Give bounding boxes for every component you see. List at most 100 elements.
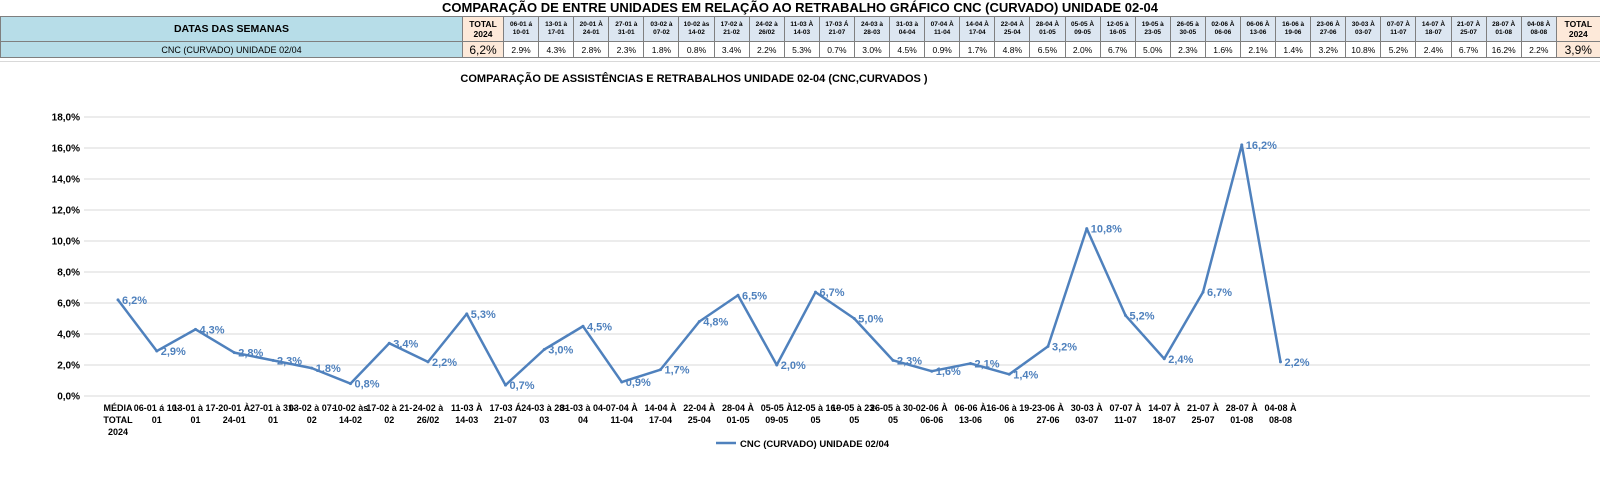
week-end: 25-04 bbox=[1004, 29, 1021, 36]
data-point bbox=[698, 320, 701, 323]
week-value-cell[interactable]: 10.8% bbox=[1346, 42, 1381, 58]
week-end: 03-07 bbox=[1355, 29, 1372, 36]
week-value-cell[interactable]: 1.8% bbox=[644, 42, 679, 58]
week-value-cell[interactable]: 4.5% bbox=[890, 42, 925, 58]
x-tick-label: 06 bbox=[1004, 415, 1014, 425]
row-label-cell[interactable]: CNC (CURVADO) UNIDADE 02/04 bbox=[1, 42, 463, 58]
week-end: 25-07 bbox=[1460, 29, 1477, 36]
data-point bbox=[233, 351, 236, 354]
week-value-cell[interactable]: 5.0% bbox=[1135, 42, 1170, 58]
week-value-cell[interactable]: 2.2% bbox=[1521, 42, 1556, 58]
y-tick-label: 4,0% bbox=[57, 330, 80, 341]
week-value-cell[interactable]: 2.1% bbox=[1240, 42, 1275, 58]
week-value-cell[interactable]: 2.2% bbox=[749, 42, 784, 58]
header-label-cell[interactable]: DATAS DAS SEMANAS bbox=[1, 17, 463, 42]
week-value-cell[interactable]: 3.4% bbox=[714, 42, 749, 58]
data-point bbox=[969, 362, 972, 365]
x-tick-label: 02 bbox=[384, 415, 394, 425]
week-start: 20-01 À bbox=[580, 21, 603, 28]
data-point bbox=[543, 348, 546, 351]
week-value-cell[interactable]: 4.3% bbox=[539, 42, 574, 58]
week-value-cell[interactable]: 2.8% bbox=[574, 42, 609, 58]
data-label: 4,8% bbox=[703, 317, 728, 329]
x-tick-label: 01-05 bbox=[726, 415, 749, 425]
week-start: 06-06 À bbox=[1246, 21, 1269, 28]
data-label: 6,5% bbox=[742, 290, 767, 302]
week-value-cell[interactable]: 2.3% bbox=[609, 42, 644, 58]
data-label: 1,6% bbox=[936, 366, 961, 378]
total-last-value-cell[interactable]: 3,9% bbox=[1556, 42, 1600, 58]
week-value-cell[interactable]: 6.7% bbox=[1100, 42, 1135, 58]
week-end: 14-02 bbox=[688, 29, 705, 36]
week-value-cell[interactable]: 3.0% bbox=[854, 42, 889, 58]
week-value-cell[interactable]: 0.9% bbox=[925, 42, 960, 58]
week-value-cell[interactable]: 5.2% bbox=[1381, 42, 1416, 58]
week-value-cell[interactable]: 1.7% bbox=[960, 42, 995, 58]
data-point bbox=[1124, 314, 1127, 317]
week-value-cell[interactable]: 0.7% bbox=[819, 42, 854, 58]
data-label: 16,2% bbox=[1246, 140, 1277, 152]
data-point bbox=[427, 360, 430, 363]
x-tick-label: 11-03 À bbox=[451, 403, 483, 413]
week-start: 26-05 à bbox=[1177, 21, 1199, 28]
x-tick-label: 09-05 bbox=[765, 415, 788, 425]
week-value-cell[interactable]: 6.7% bbox=[1451, 42, 1486, 58]
data-label: 2,0% bbox=[781, 360, 806, 372]
week-value-cell[interactable]: 16.2% bbox=[1486, 42, 1521, 58]
x-tick-label: 14-07 À bbox=[1148, 403, 1181, 413]
data-label: 0,7% bbox=[510, 380, 535, 392]
week-end: 28-03 bbox=[864, 29, 881, 36]
week-start: 14-04 À bbox=[966, 21, 989, 28]
week-value-cell[interactable]: 2.9% bbox=[504, 42, 539, 58]
data-point bbox=[349, 382, 352, 385]
x-tick-label: 06-06 À bbox=[954, 403, 987, 413]
week-start: 11-03 À bbox=[790, 21, 813, 28]
week-value-cell[interactable]: 4.8% bbox=[995, 42, 1030, 58]
week-value-cell[interactable]: 1.6% bbox=[1205, 42, 1240, 58]
week-value-cell[interactable]: 0.8% bbox=[679, 42, 714, 58]
x-tick-label: 18-07 bbox=[1153, 415, 1176, 425]
total-first-value-cell[interactable]: 6,2% bbox=[463, 42, 504, 58]
week-value-cell[interactable]: 3.2% bbox=[1311, 42, 1346, 58]
week-value-cell[interactable]: 2.3% bbox=[1170, 42, 1205, 58]
week-value-cell[interactable]: 2.4% bbox=[1416, 42, 1451, 58]
week-value-cell[interactable]: 6.5% bbox=[1030, 42, 1065, 58]
x-tick-label: 05 bbox=[888, 415, 898, 425]
week-value-cell[interactable]: 2.0% bbox=[1065, 42, 1100, 58]
x-tick-label: 07-07 À bbox=[1109, 403, 1142, 413]
week-value-cell[interactable]: 1.4% bbox=[1276, 42, 1311, 58]
week-value-cell[interactable]: 5.3% bbox=[784, 42, 819, 58]
